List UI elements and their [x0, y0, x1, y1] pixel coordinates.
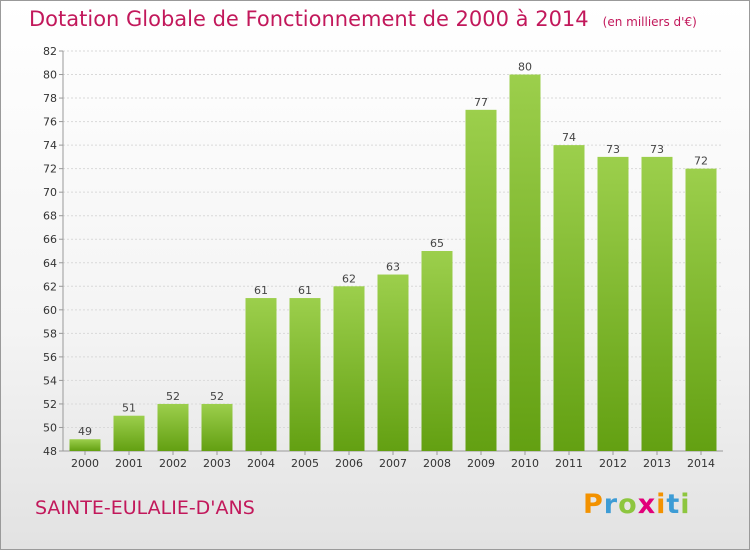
x-tick-label: 2004: [247, 457, 275, 470]
proxiti-logo: Proxiti: [583, 489, 691, 520]
bar: [113, 415, 145, 451]
bar: [201, 403, 233, 451]
x-tick-label: 2001: [115, 457, 143, 470]
bar: [421, 251, 453, 451]
bar: [245, 298, 277, 451]
logo-letter: P: [583, 489, 604, 520]
y-tick-label: 50: [43, 421, 57, 434]
data-label: 77: [474, 96, 488, 109]
y-tick-label: 48: [43, 445, 57, 458]
data-label: 72: [694, 155, 708, 168]
bar: [377, 274, 409, 451]
y-tick-label: 60: [43, 304, 57, 317]
y-tick-label: 82: [43, 45, 57, 58]
logo-letter: t: [666, 489, 681, 520]
data-label: 73: [650, 143, 664, 156]
bar: [333, 286, 365, 451]
x-tick-label: 2013: [643, 457, 671, 470]
data-label: 73: [606, 143, 620, 156]
data-label: 80: [518, 61, 532, 74]
data-label: 52: [166, 390, 180, 403]
logo-letter: i: [656, 489, 667, 520]
x-tick-label: 2009: [467, 457, 495, 470]
unit-label: (en milliers d'€): [602, 15, 697, 29]
y-tick-label: 66: [43, 233, 57, 246]
x-tick-label: 2006: [335, 457, 363, 470]
data-label: 61: [298, 284, 312, 297]
commune-name: SAINTE-EULALIE-D'ANS: [35, 497, 255, 519]
bar: [597, 156, 629, 451]
bar: [685, 168, 717, 451]
y-tick-label: 76: [43, 116, 57, 129]
x-tick-label: 2011: [555, 457, 583, 470]
bar-layer: 49 51 52 52 61 61 62 63 65 77 80 74 73 73 72: [69, 61, 717, 451]
x-tick-label: 2010: [511, 457, 539, 470]
y-tick-label: 72: [43, 163, 57, 176]
logo-letter: x: [637, 489, 657, 520]
x-tick-label: 2005: [291, 457, 319, 470]
y-tick-label: 70: [43, 186, 57, 199]
x-tick-label: 2014: [687, 457, 715, 470]
y-tick-label: 78: [43, 92, 57, 105]
y-tick-label: 52: [43, 398, 57, 411]
data-label: 65: [430, 237, 444, 250]
data-label: 63: [386, 261, 400, 274]
bar: [69, 439, 101, 451]
y-tick-label: 54: [43, 374, 57, 387]
logo-letter: r: [603, 489, 619, 520]
y-tick-label: 64: [43, 257, 57, 270]
data-label: 49: [78, 425, 92, 438]
y-tick-label: 56: [43, 351, 57, 364]
x-tick-label: 2000: [71, 457, 99, 470]
bar: [641, 156, 673, 451]
logo-letter: o: [618, 489, 638, 520]
x-tick-label: 2003: [203, 457, 231, 470]
title-text: Dotation Globale de Fonctionnement de 20…: [29, 7, 589, 31]
bar: [289, 298, 321, 451]
bar: [157, 403, 189, 451]
x-tick-label: 2008: [423, 457, 451, 470]
y-tick-label: 62: [43, 280, 57, 293]
bar: [553, 145, 585, 451]
y-tick-label: 80: [43, 69, 57, 82]
data-label: 61: [254, 284, 268, 297]
y-tick-label: 68: [43, 210, 57, 223]
y-tick-label: 58: [43, 327, 57, 340]
chart-title: Dotation Globale de Fonctionnement de 20…: [29, 7, 697, 31]
y-tick-label: 74: [43, 139, 57, 152]
x-tick-label: 2007: [379, 457, 407, 470]
bar: [465, 109, 497, 451]
data-label: 62: [342, 272, 356, 285]
x-tick-label: 2012: [599, 457, 627, 470]
logo-letter: i: [680, 489, 691, 520]
data-label: 52: [210, 390, 224, 403]
data-label: 74: [562, 131, 576, 144]
bar: [509, 74, 541, 451]
data-label: 51: [122, 402, 136, 415]
x-tick-label: 2002: [159, 457, 187, 470]
